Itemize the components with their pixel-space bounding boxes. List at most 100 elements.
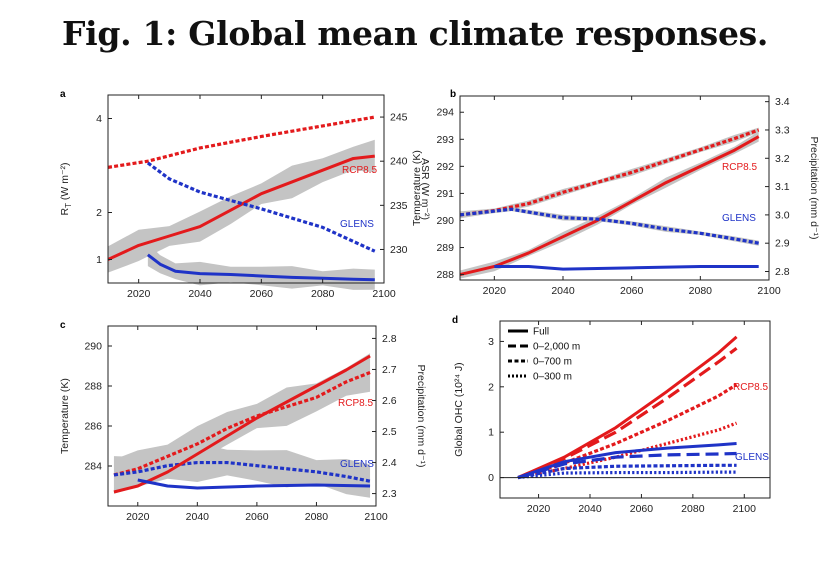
panel-a: a 2020 2040 2060 2080 2100 1 2 4 230 235 240 245 RT (…: [59, 89, 431, 300]
ytick-left-label-b-6: 294: [436, 107, 454, 119]
xtick-label-b-1: 2040: [551, 285, 575, 297]
ytick-left-label-b-5: 293: [436, 134, 454, 146]
series-d-4: [517, 442, 737, 479]
ytick-left-label-a-1: 2: [96, 207, 102, 219]
xtick-label-d-2: 2060: [630, 503, 654, 515]
panel-letter-d: d: [452, 315, 458, 326]
series-c-0: [113, 371, 371, 477]
xtick-label-d-0: 2020: [527, 503, 551, 515]
xtick-label-a-2: 2060: [250, 288, 274, 300]
xtick-label-c-0: 2020: [126, 511, 150, 523]
ytick-left-label-d-0: 0: [488, 472, 494, 484]
xtick-label-d-1: 2040: [578, 503, 602, 515]
series-d-7: [517, 470, 737, 480]
xtick-label-b-0: 2020: [483, 285, 507, 297]
series-b-2: [459, 128, 760, 217]
ytick-right-label-c-0: 2.3: [382, 488, 397, 500]
annotation-glens-d: GLENS: [735, 452, 769, 463]
ytick-right-label-b-2: 3.0: [775, 209, 790, 221]
ytick-right-label-b-6: 3.4: [775, 96, 790, 108]
annotation-rcp85-c: RCP8.5: [338, 398, 373, 409]
axes-frame-c: [107, 325, 377, 507]
ytick-left-label-b-0: 288: [436, 269, 454, 281]
ytick-right-label-b-0: 2.8: [775, 266, 790, 278]
ytick-right-label-b-1: 2.9: [775, 238, 790, 250]
ytick-left-label-c-0: 284: [84, 461, 102, 473]
ylabel-left-b: Temperature (K): [411, 150, 423, 226]
series-d-1: [517, 346, 738, 480]
ytick-right-label-c-2: 2.5: [382, 426, 397, 438]
xtick-label-a-4: 2100: [372, 288, 396, 300]
series-a-3: [146, 161, 376, 253]
figure-title: Fig. 1: Global mean climate responses.: [62, 14, 769, 53]
ytick-left-label-b-1: 289: [436, 242, 454, 254]
ylabel-right-c: Precipitation (mm d⁻¹): [415, 365, 427, 468]
annotation-rcp85-b: RCP8.5: [722, 162, 757, 173]
annotation-glens-b: GLENS: [722, 213, 756, 224]
xtick-label-c-1: 2040: [186, 511, 210, 523]
ytick-right-label-a-3: 245: [390, 112, 408, 124]
panel-letter-b: b: [450, 89, 456, 100]
ytick-right-label-c-1: 2.4: [382, 457, 397, 469]
panel-letter-c: c: [60, 320, 66, 331]
ylabel-right-a: ASR (W m⁻²): [419, 158, 431, 220]
ytick-right-label-c-4: 2.7: [382, 364, 397, 376]
annotation-glens-a: GLENS: [340, 219, 374, 230]
band-b-2: [460, 127, 759, 219]
ytick-right-label-c-3: 2.6: [382, 395, 397, 407]
ytick-left-label-c-2: 288: [84, 381, 102, 393]
legend-label-2: 0–700 m: [533, 357, 572, 368]
series-b-0: [459, 135, 760, 277]
panel-letter-a: a: [60, 89, 66, 100]
band-b-3: [460, 207, 759, 246]
series-a-2: [107, 115, 376, 169]
legend-label-0: Full: [533, 327, 549, 338]
ytick-left-label-a-2: 4: [96, 113, 102, 125]
axes-frame-a: [107, 94, 385, 284]
ylabel-left-d: Global OHC (10²⁴ J): [453, 362, 465, 456]
ytick-left-label-d-1: 1: [488, 427, 494, 439]
xtick-label-d-4: 2100: [733, 503, 757, 515]
legend-label-1: 0–2,000 m: [533, 342, 580, 353]
ytick-left-label-c-1: 286: [84, 421, 102, 433]
annotation-rcp85-d: RCP8.5: [733, 382, 768, 393]
ytick-left-label-a-0: 1: [96, 254, 102, 266]
xtick-label-d-3: 2080: [681, 503, 705, 515]
panel-d: d 2020 2040 2060 2080 2100 0 1 2 3 Global OHC (10²…: [452, 315, 771, 515]
xtick-label-a-1: 2040: [188, 288, 212, 300]
ytick-right-label-a-0: 230: [390, 244, 408, 256]
xtick-label-b-2: 2060: [620, 285, 644, 297]
legend-label-3: 0–300 m: [533, 372, 572, 383]
xtick-label-a-3: 2080: [311, 288, 335, 300]
series-d-5: [517, 451, 737, 480]
ylabel-right-b: Precipitation (mm d⁻¹): [808, 137, 820, 240]
ytick-left-label-b-4: 292: [436, 161, 454, 173]
ytick-right-label-b-3: 3.1: [775, 181, 790, 193]
ytick-left-label-b-2: 290: [436, 215, 454, 227]
panel-c: c 2020 2040 2060 2080 2100 284 286 288 290 2.3 2.4 2…: [59, 320, 427, 523]
xtick-label-c-2: 2060: [245, 511, 269, 523]
ytick-right-label-a-2: 240: [390, 156, 408, 168]
ytick-right-label-b-5: 3.3: [775, 124, 790, 136]
band-a-0: [108, 139, 375, 273]
ytick-left-label-b-3: 291: [436, 188, 454, 200]
series-a-0: [107, 154, 375, 261]
annotation-glens-c: GLENS: [340, 459, 374, 470]
series-a-1: [146, 253, 375, 282]
series-c-3: [137, 478, 371, 490]
xtick-label-b-3: 2080: [689, 285, 713, 297]
series-b-1: [494, 264, 759, 271]
panel-b: b 2020 2040 2060 2080 2100 288 289 290 291 292 293 2…: [411, 89, 820, 297]
ylabel-left-c: Temperature (K): [59, 378, 71, 454]
series-b-3: [459, 207, 759, 245]
ytick-left-label-d-3: 3: [488, 336, 494, 348]
axes-frame-b: [459, 95, 770, 281]
ytick-right-label-c-5: 2.8: [382, 333, 397, 345]
ytick-left-label-c-3: 290: [84, 341, 102, 353]
series-d-6: [517, 463, 737, 480]
ytick-right-label-a-1: 235: [390, 200, 408, 212]
band-b-0: [460, 131, 759, 279]
xtick-label-c-3: 2080: [305, 511, 329, 523]
xtick-label-b-4: 2100: [757, 285, 781, 297]
annotation-rcp85-a: RCP8.5: [342, 165, 377, 176]
